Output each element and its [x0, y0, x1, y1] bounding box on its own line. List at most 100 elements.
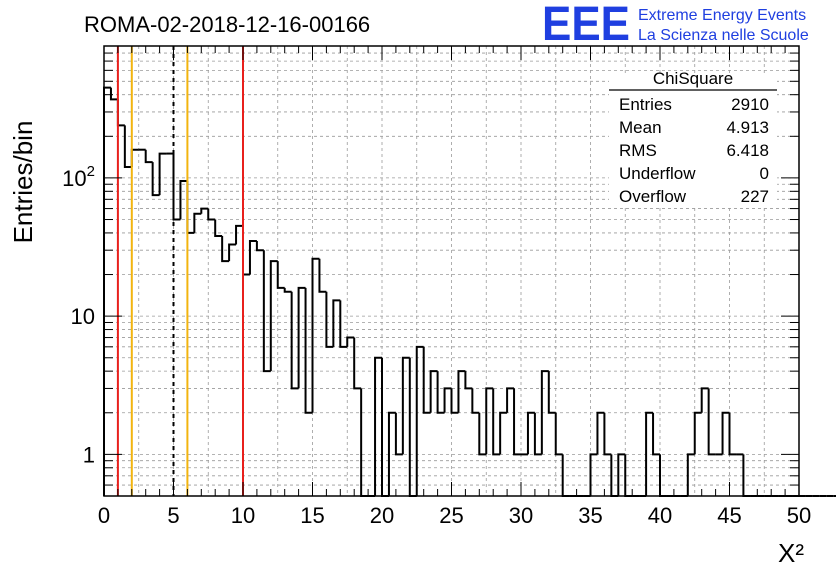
stats-box: ChiSquare Entries 2910 Mean 4.913 RMS 6.418 Un…	[609, 69, 777, 208]
histogram-bin	[255, 240, 264, 252]
histogram-bin	[248, 239, 257, 275]
histogram-bin	[443, 387, 452, 413]
stats-label: Overflow	[619, 187, 687, 206]
stats-value: 6.418	[726, 141, 769, 160]
histogram-bin	[325, 291, 334, 348]
histogram-bin	[158, 152, 167, 196]
histogram-bin	[617, 453, 626, 496]
x-tick-label: 25	[439, 503, 463, 528]
chart-title: ROMA-02-2018-12-16-00166	[84, 12, 370, 37]
histogram-bin	[436, 371, 445, 414]
logo-line-1: Extreme Energy Events	[638, 7, 806, 24]
histogram-bin	[513, 388, 521, 456]
stats-label: Mean	[619, 118, 662, 137]
histogram-bin	[652, 412, 660, 456]
histogram-bin	[721, 411, 730, 455]
x-tick-label: 15	[300, 503, 324, 528]
histogram-bin	[123, 125, 132, 168]
x-tick-label: 20	[370, 503, 394, 528]
histogram-bin	[408, 357, 417, 497]
x-axis-title: X²	[778, 538, 804, 568]
histogram-bin	[283, 287, 292, 293]
x-tick-label: 30	[509, 503, 533, 528]
histogram-bin	[547, 371, 556, 414]
histogram-bin	[200, 207, 209, 214]
stats-label: RMS	[619, 141, 657, 160]
stats-value: 4.913	[726, 118, 769, 137]
histogram-bin	[526, 411, 535, 455]
histogram-bin	[693, 411, 702, 455]
stats-label: Underflow	[619, 164, 696, 183]
histogram-bin	[464, 371, 473, 390]
logo-eee-text: EEE	[542, 0, 630, 51]
histogram-bin	[193, 212, 202, 233]
histogram-bin	[207, 208, 216, 221]
x-tick-label: 45	[717, 503, 741, 528]
stats-box-title: ChiSquare	[653, 69, 733, 88]
histogram-bin	[457, 370, 466, 413]
histogram-bin	[387, 411, 396, 496]
y-axis: 1 10 102	[62, 52, 799, 486]
stats-value: 2910	[731, 95, 769, 114]
histogram-bin	[450, 388, 459, 414]
y-tick-label: 1	[83, 442, 95, 467]
histogram-bin	[506, 387, 515, 413]
histogram-bin	[304, 287, 313, 414]
x-tick-label: 10	[231, 503, 255, 528]
x-axis: 0 5 10 15 20 25 30 35 40 45 50	[98, 46, 811, 528]
x-tick-label: 5	[167, 503, 179, 528]
grid	[104, 46, 799, 496]
histogram-bin	[707, 388, 716, 456]
y-axis-title: Entries/bin	[8, 121, 38, 244]
histogram-bin	[103, 86, 111, 496]
histogram-bin	[394, 412, 403, 456]
histogram-bin	[360, 388, 369, 497]
x-tick-label: 50	[787, 503, 811, 528]
histogram-bin	[422, 346, 431, 414]
histogram-bin	[415, 345, 424, 496]
histogram-bin	[401, 356, 410, 455]
histogram-bin	[290, 291, 299, 390]
histogram-bin	[186, 180, 195, 234]
histogram-bin	[499, 411, 508, 455]
histogram-bin	[478, 412, 487, 456]
histogram-bin	[686, 453, 695, 496]
histogram-bin	[116, 99, 125, 127]
histogram-bin	[262, 250, 271, 373]
histogram-bin	[214, 219, 223, 238]
logo-line-2: La Scienza nelle Scuole	[638, 27, 809, 44]
histogram-bin	[109, 87, 118, 101]
histogram-bin	[429, 370, 438, 413]
y-tick-label: 10	[71, 304, 95, 329]
eee-logo: EEE Extreme Energy Events La Scienza nel…	[542, 0, 809, 51]
histogram-bin	[130, 148, 139, 167]
stats-label: Entries	[619, 95, 672, 114]
histogram-bin	[339, 300, 348, 348]
histogram-bin	[533, 412, 542, 456]
histogram-bin	[318, 258, 327, 293]
x-tick-label: 40	[648, 503, 672, 528]
stats-value: 227	[741, 187, 769, 206]
histogram-bin	[596, 411, 605, 455]
stats-rows: Entries 2910 Mean 4.913 RMS 6.418 Underflow 0 Ov…	[619, 95, 769, 206]
histogram-bin	[700, 387, 709, 413]
histogram-bin	[332, 299, 341, 347]
threshold-lines	[116, 46, 244, 496]
histogram-bin	[381, 357, 389, 497]
histogram-bin	[311, 257, 320, 413]
histogram-bin	[144, 149, 153, 164]
histogram-bin	[353, 337, 362, 390]
histogram-bin	[485, 387, 494, 455]
y-tick-label: 102	[62, 163, 95, 191]
histogram-bin	[235, 224, 243, 245]
x-tick-label: 0	[98, 503, 110, 528]
histogram-bin	[172, 153, 181, 221]
histogram-bin	[728, 412, 737, 456]
histogram-bin	[540, 370, 549, 455]
x-tick-label: 35	[578, 503, 602, 528]
histogram-bin	[228, 243, 237, 262]
histogram-bin	[374, 356, 382, 496]
stats-box-background	[609, 74, 777, 208]
stats-value: 0	[760, 164, 769, 183]
